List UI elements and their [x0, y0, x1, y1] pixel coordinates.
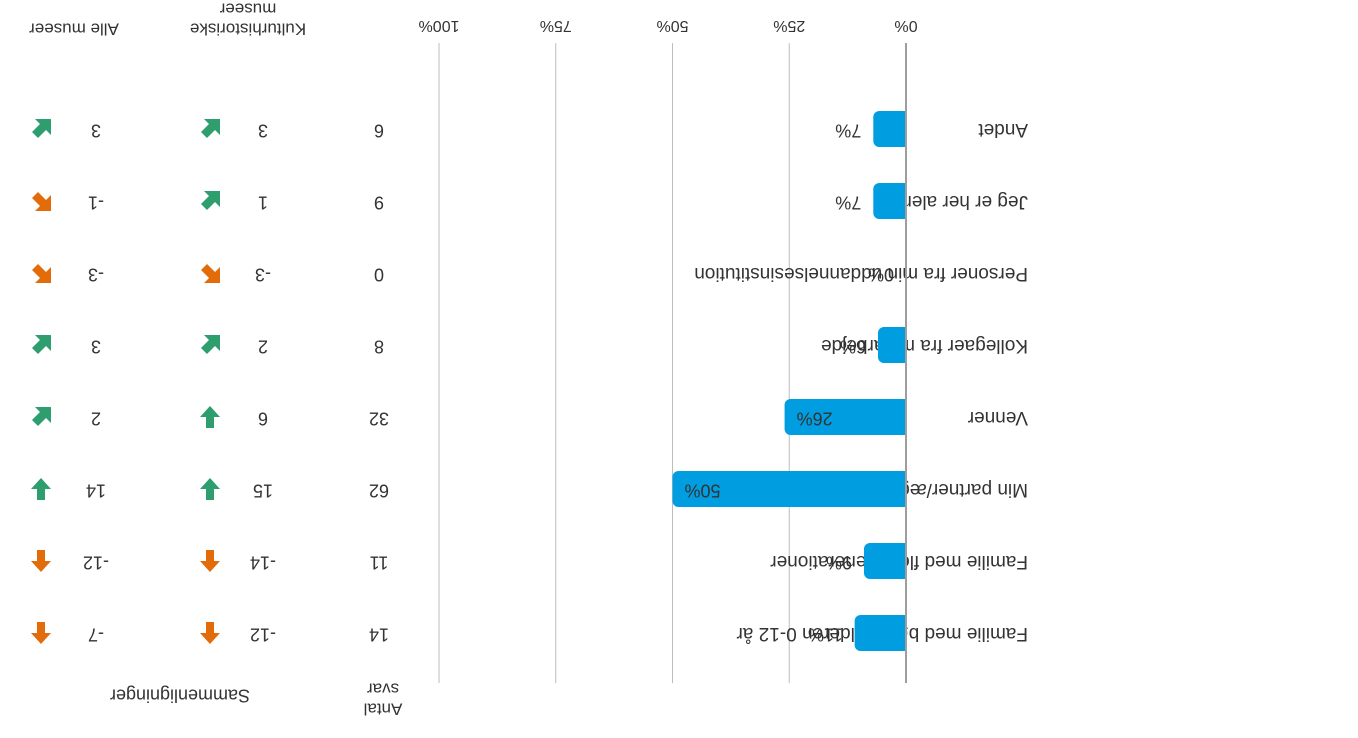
series-header-kulturhistoriske: Kulturhistoriske [190, 20, 306, 39]
arrow-diagonal-up-icon [32, 264, 51, 283]
bar-flat-edge [900, 327, 906, 363]
bar-flat-edge [900, 615, 906, 651]
arrow-diagonal-down-icon [32, 119, 51, 138]
comparison-value: 2 [91, 408, 101, 428]
count-header: svar [367, 680, 399, 699]
bar-flat-edge [900, 471, 906, 507]
bar-flat-edge [900, 399, 906, 435]
data-label: 7% [835, 120, 861, 140]
arrow-diagonal-down-icon [201, 119, 220, 138]
category-label: Andet [978, 119, 1028, 140]
count-value: 14 [369, 624, 389, 644]
bar-flat-edge [900, 111, 906, 147]
arrow-up-icon [31, 622, 51, 644]
bar [873, 111, 906, 147]
comparison-value: -3 [88, 264, 104, 284]
arrow-up-icon [200, 622, 220, 644]
bar [784, 399, 906, 435]
comparison-value: -1 [88, 192, 104, 212]
arrow-down-icon [200, 478, 220, 500]
data-label: 9% [826, 552, 852, 572]
comparison-value: 2 [258, 336, 268, 356]
arrow-diagonal-down-icon [32, 335, 51, 354]
count-value: 6 [374, 120, 384, 140]
arrow-diagonal-down-icon [201, 335, 220, 354]
arrow-diagonal-down-icon [32, 407, 51, 426]
bar [873, 183, 906, 219]
category-label: Jeg er her alene [891, 191, 1028, 212]
arrow-diagonal-down-icon [201, 191, 220, 210]
data-label: 11% [808, 624, 843, 644]
x-tick-label: 0% [894, 17, 917, 34]
comparisons-header: Sammenligninger [110, 685, 250, 705]
bar-flat-edge [900, 543, 906, 579]
data-label: 26% [797, 408, 833, 428]
comparison-value: 1 [258, 192, 268, 212]
x-tick-label: 25% [773, 17, 805, 34]
comparison-value: -3 [255, 264, 271, 284]
data-label: 50% [685, 480, 721, 500]
arrow-diagonal-up-icon [201, 264, 220, 283]
count-value: 8 [374, 336, 384, 356]
comparison-value: -12 [250, 624, 276, 644]
x-tick-label: 100% [419, 17, 460, 34]
comparison-value: -12 [83, 552, 109, 572]
comparison-value: -14 [250, 552, 276, 572]
arrow-down-icon [200, 406, 220, 428]
comparison-value: -7 [88, 624, 104, 644]
count-value: 62 [369, 480, 389, 500]
comparison-value: 15 [253, 480, 273, 500]
arrow-down-icon [31, 478, 51, 500]
count-header: Antal [364, 700, 403, 719]
comparison-value: 14 [86, 480, 106, 500]
bar [877, 327, 906, 363]
comparison-value: 3 [258, 120, 268, 140]
bar [854, 615, 906, 651]
count-value: 32 [369, 408, 389, 428]
arrow-diagonal-up-icon [32, 192, 51, 211]
category-label: Personer fra min uddannelsesinstitution [694, 263, 1028, 284]
bar [863, 543, 906, 579]
comparison-value: 3 [91, 120, 101, 140]
arrow-up-icon [200, 550, 220, 572]
count-value: 9 [374, 192, 384, 212]
data-label: 0% [868, 264, 894, 284]
count-value: 0 [374, 264, 384, 284]
bar [672, 471, 906, 507]
comparison-value: 3 [91, 336, 101, 356]
comparison-value: 6 [258, 408, 268, 428]
data-label: 7% [835, 192, 861, 212]
data-label: 6% [840, 336, 866, 356]
category-label: Kollegaer fra mit arbejde [821, 335, 1028, 356]
bar-flat-edge [900, 183, 906, 219]
category-label: Venner [967, 407, 1028, 428]
x-tick-label: 50% [656, 17, 688, 34]
count-value: 11 [370, 552, 389, 572]
series-header-alle: Alle museer [29, 20, 119, 39]
arrow-up-icon [31, 550, 51, 572]
x-tick-label: 75% [540, 17, 572, 34]
series-header-museer: museer [219, 0, 276, 19]
